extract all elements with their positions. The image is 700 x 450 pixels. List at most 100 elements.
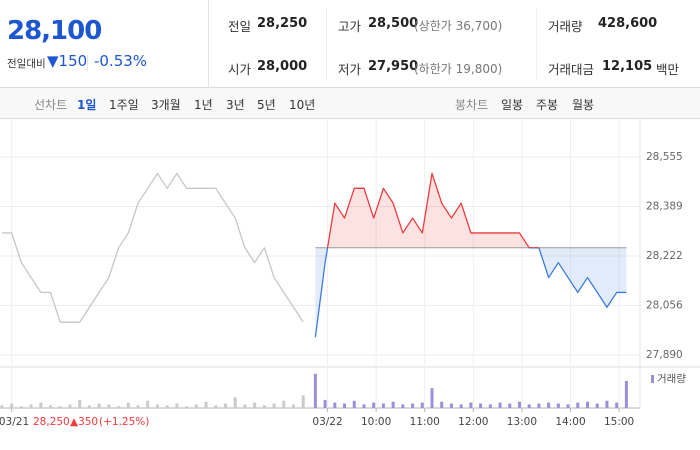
volume-bar <box>508 403 512 408</box>
x-tick-label: 10:00 <box>361 416 391 428</box>
volume-bar <box>517 401 521 408</box>
current-price: 28,100 <box>7 16 102 46</box>
volume-bar <box>39 402 43 408</box>
x-tick-label: 03/21 <box>0 416 29 428</box>
volume-bar <box>78 399 82 408</box>
y-tick-label: 28,056 <box>646 299 683 311</box>
volume-bar <box>126 402 130 408</box>
volume-bar <box>97 403 101 408</box>
stat-unit: 백만 <box>656 62 680 77</box>
volume-bar <box>301 395 305 408</box>
tab-group-label: 봉차트 <box>455 98 489 112</box>
volume-bar <box>58 406 62 408</box>
y-tick-label: 27,890 <box>646 349 683 361</box>
volume-bar <box>0 405 4 408</box>
volume-bar <box>440 401 444 408</box>
x-tick-label: 14:00 <box>555 416 585 428</box>
tab[interactable]: 5년 <box>257 98 276 112</box>
tab[interactable]: 1주일 <box>109 98 139 112</box>
volume-bar <box>165 405 169 408</box>
stat-label: 거래대금 <box>548 62 595 77</box>
volume-bar <box>420 402 424 408</box>
volume-bar <box>87 405 91 408</box>
y-tick-label: 28,389 <box>646 201 683 213</box>
quote-header: 28,100 전일대비 ▼150 -0.53% 전일 28,250 고가 28,… <box>0 0 700 88</box>
tab[interactable]: 3개월 <box>151 98 181 112</box>
x-tick-label: 13:00 <box>507 416 537 428</box>
volume-bar <box>381 403 385 408</box>
volume-bar <box>243 404 247 408</box>
volume-bar <box>282 400 286 408</box>
volume-bar <box>498 402 502 408</box>
summary-change: ▲350 <box>70 416 98 428</box>
volume-bar <box>411 403 415 408</box>
volume-bar <box>459 404 463 408</box>
volume-bar <box>117 406 121 408</box>
tab[interactable]: 주봉 <box>536 98 559 112</box>
stat-label: 시가 <box>228 62 252 77</box>
volume-bar <box>223 403 227 408</box>
period-tabs: 선차트 1일 1주일 3개월 1년 3년 5년 10년 봉차트 일봉 주봉 월봉 <box>0 88 700 119</box>
x-tick-label: 03/22 <box>312 416 342 428</box>
change: ▼150 <box>47 52 88 70</box>
volume-bar <box>185 406 189 408</box>
legend-swatch <box>651 375 654 383</box>
stat-label: 저가 <box>338 62 362 77</box>
volume-bar <box>233 397 237 408</box>
volume-bar <box>449 403 453 408</box>
tab[interactable]: 일봉 <box>501 98 524 112</box>
volume-bar <box>430 388 434 408</box>
volume-bar <box>204 401 208 408</box>
legend-label: 거래량 <box>657 373 686 385</box>
stat-value: 28,250 <box>257 16 308 31</box>
stat-label: 전일 <box>228 19 252 34</box>
volume-bar <box>615 402 619 408</box>
volume-bar <box>292 404 296 408</box>
volume-bar <box>391 401 395 408</box>
tab[interactable]: 3년 <box>226 98 245 112</box>
volume-bar <box>595 403 599 408</box>
volume-bar <box>49 405 53 408</box>
summary-close: 28,250 <box>33 416 70 428</box>
volume-bar <box>566 404 570 408</box>
volume-bar <box>313 373 317 408</box>
volume-bar <box>488 404 492 408</box>
volume-bar <box>214 405 218 408</box>
x-tick-label: 11:00 <box>410 416 440 428</box>
volume-bar <box>175 403 179 408</box>
tab[interactable]: 1년 <box>194 98 213 112</box>
volume-bar <box>527 404 531 408</box>
volume-bar <box>253 402 257 408</box>
volume-bar <box>352 400 356 408</box>
stat-value: 28,000 <box>257 59 308 74</box>
volume-bar <box>29 404 33 408</box>
volume-bar <box>343 403 347 408</box>
price-line <box>314 172 627 338</box>
change-pct: -0.53% <box>94 52 148 70</box>
stat-value: 12,105 <box>602 59 653 74</box>
volume-bar <box>146 400 150 408</box>
volume-bar <box>194 404 198 408</box>
stat-note: (하한가 19,800) <box>414 62 503 76</box>
stat-value: 428,600 <box>598 16 658 31</box>
volume-bar <box>556 403 560 408</box>
tab[interactable]: 10년 <box>289 98 316 112</box>
volume-bar <box>547 402 551 408</box>
summary-change-pct: (+1.25%) <box>99 416 149 428</box>
volume-bar <box>362 404 366 408</box>
volume-bar <box>372 402 376 408</box>
stat-value: 28,500 <box>368 16 419 31</box>
y-tick-label: 28,555 <box>646 151 683 163</box>
volume-bar <box>401 404 405 408</box>
volume-bar <box>136 405 140 408</box>
tab[interactable]: 1일 <box>77 98 97 112</box>
y-tick-label: 28,222 <box>646 250 683 262</box>
volume-bar <box>19 406 23 408</box>
x-tick-label: 15:00 <box>604 416 634 428</box>
tab[interactable]: 월봉 <box>572 98 595 112</box>
volume-bar <box>155 404 159 408</box>
x-tick-label: 12:00 <box>458 416 488 428</box>
stat-label: 거래량 <box>548 19 583 34</box>
price-line <box>1 172 304 323</box>
